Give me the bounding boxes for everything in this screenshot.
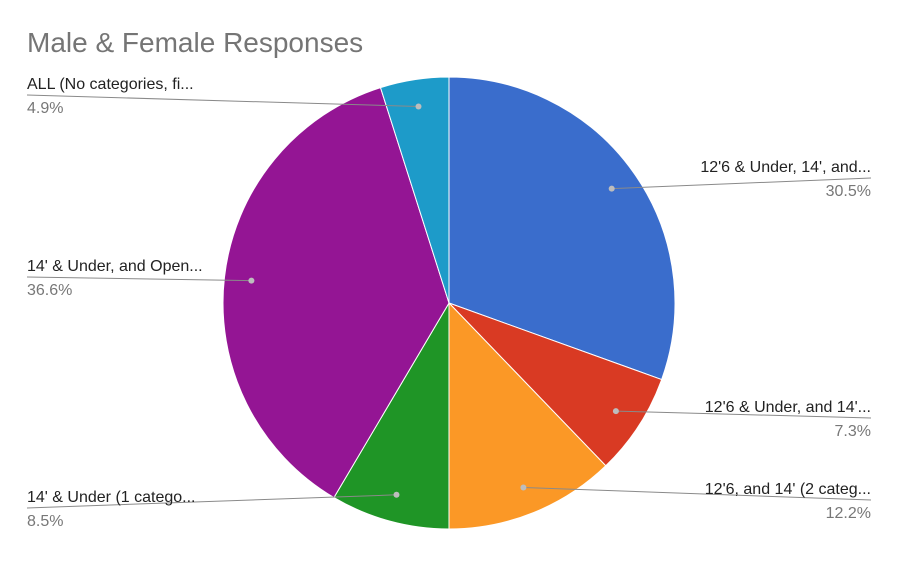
slice-value-label: 7.3%: [835, 423, 871, 440]
pie-slice[interactable]: [222, 87, 450, 499]
pie-slice[interactable]: [448, 302, 663, 467]
slice-label: 12'6 & Under, and 14'...: [705, 399, 871, 416]
slice-value-label: 36.6%: [27, 282, 72, 299]
leader-line: [26, 276, 252, 282]
slice-label: 12'6 & Under, 14', and...: [700, 159, 871, 176]
leader-dot: [393, 491, 400, 498]
pie-slice[interactable]: [448, 76, 676, 381]
slice-value-label: 12.2%: [826, 505, 871, 522]
slice-value-label: 4.9%: [27, 100, 63, 117]
slice-label: 14' & Under, and Open...: [27, 258, 203, 275]
leader-line: [615, 410, 872, 419]
leader-line: [26, 494, 397, 509]
pie-slice[interactable]: [448, 301, 607, 530]
pie-slice[interactable]: [333, 301, 450, 530]
slices-group: [222, 76, 676, 530]
leader-dot: [612, 408, 619, 415]
leader-dot: [520, 484, 527, 491]
slice-label: 12'6, and 14' (2 categ...: [705, 481, 871, 498]
leader-line: [26, 94, 419, 107]
leader-dot: [415, 103, 422, 110]
leader-dot: [608, 185, 615, 192]
leader-dot: [248, 277, 255, 284]
labels-group: 12'6 & Under, 14', and... 30.5% 12'6 & Und…: [26, 76, 872, 530]
slice-label: ALL (No categories, fi...: [27, 76, 194, 93]
pie-slice[interactable]: [379, 76, 450, 304]
leader-line: [523, 487, 872, 501]
slice-value-label: 8.5%: [27, 513, 63, 530]
slice-label: 14' & Under (1 catego...: [27, 489, 195, 506]
leader-line: [611, 177, 872, 190]
slice-value-label: 30.5%: [826, 183, 871, 200]
chart-title: Male & Female Responses: [27, 27, 363, 58]
